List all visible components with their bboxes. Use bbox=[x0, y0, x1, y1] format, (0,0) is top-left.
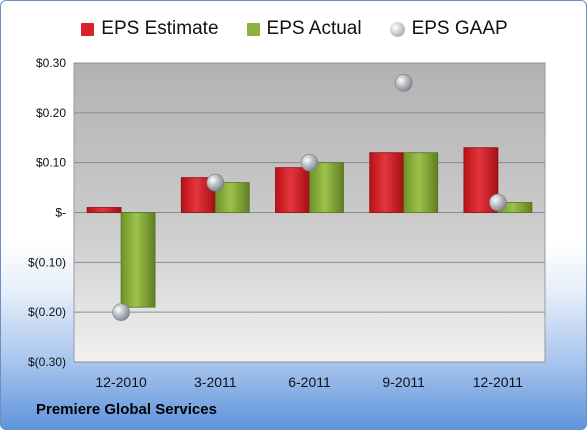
legend-item-eps-actual: EPS Actual bbox=[246, 18, 362, 40]
marker-eps-gaap bbox=[394, 74, 413, 92]
legend-swatch-eps-actual bbox=[246, 22, 260, 36]
legend-swatch-eps-gaap bbox=[389, 21, 405, 37]
bar-eps-actual bbox=[403, 152, 439, 213]
y-tick-label: $0.30 bbox=[36, 56, 66, 70]
company-name: Premiere Global Services bbox=[36, 401, 217, 418]
legend-label-eps-actual: EPS Actual bbox=[266, 18, 362, 39]
x-tick-label: 3-2011 bbox=[194, 374, 237, 390]
y-tick-label: $(0.20) bbox=[28, 305, 66, 319]
legend-item-eps-gaap: EPS GAAP bbox=[389, 18, 508, 40]
marker-eps-gaap bbox=[112, 303, 130, 321]
y-tick-label: $0.10 bbox=[36, 156, 66, 170]
bar-eps-actual bbox=[309, 162, 344, 213]
chart-legend: EPS Estimate EPS Actual EPS GAAP bbox=[1, 14, 586, 44]
marker-eps-gaap bbox=[300, 153, 319, 172]
x-axis-tick-labels: 12-2010 3-2011 6-2011 9-2011 12-2011 bbox=[95, 374, 523, 390]
legend-swatch-eps-estimate bbox=[81, 22, 95, 36]
bars bbox=[86, 147, 533, 308]
bar-eps-actual bbox=[120, 212, 156, 308]
bar-eps-estimate bbox=[275, 167, 310, 213]
legend-label-eps-estimate: EPS Estimate bbox=[101, 18, 219, 39]
y-tick-label: $0.20 bbox=[36, 106, 66, 120]
legend-item-eps-estimate: EPS Estimate bbox=[81, 18, 219, 40]
bar-eps-estimate bbox=[369, 152, 405, 213]
legend-label-eps-gaap: EPS GAAP bbox=[411, 18, 508, 39]
x-tick-label: 9-2011 bbox=[382, 374, 425, 390]
x-tick-label: 12-2010 bbox=[95, 374, 147, 390]
bar-eps-estimate bbox=[86, 207, 122, 213]
y-axis-tick-labels: $0.30 $0.20 $0.10 $- $(0.10) $(0.20) $(0.30) bbox=[28, 56, 66, 369]
y-tick-label: $(0.10) bbox=[28, 255, 66, 269]
marker-eps-gaap bbox=[206, 173, 225, 192]
y-tick-label: $(0.30) bbox=[28, 355, 66, 369]
gaap-markers bbox=[112, 74, 507, 321]
y-tick-label: $- bbox=[55, 206, 66, 220]
x-tick-label: 12-2011 bbox=[473, 374, 524, 390]
x-tick-label: 6-2011 bbox=[288, 374, 331, 390]
marker-eps-gaap bbox=[489, 193, 507, 212]
